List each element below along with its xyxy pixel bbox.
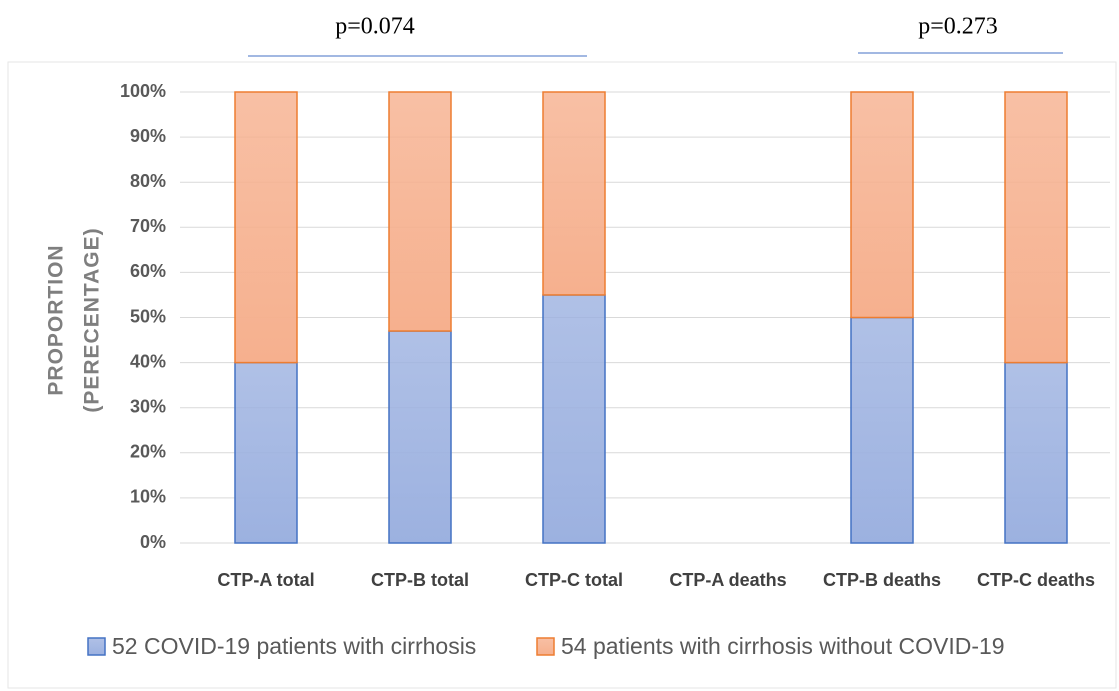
annotation: p=0.074 — [335, 14, 415, 40]
bar-segment — [1004, 91, 1068, 364]
x-tick-label: CTP-A deaths — [669, 570, 786, 590]
y-tick-label: 50% — [130, 306, 166, 326]
bar-segment — [850, 91, 914, 319]
bar-segment — [850, 316, 914, 544]
x-tick-label: CTP-C total — [525, 570, 623, 590]
legend-swatch — [87, 637, 106, 656]
y-tick-label: 80% — [130, 171, 166, 191]
legend-label: 52 COVID-19 patients with cirrhosis — [112, 633, 476, 659]
y-tick-label: 60% — [130, 261, 166, 281]
chart-frame — [7, 61, 1117, 689]
x-tick-label: CTP-B deaths — [823, 570, 941, 590]
y-tick-label: 30% — [130, 396, 166, 416]
y-tick-label: 40% — [130, 351, 166, 371]
x-tick-label: CTP-A total — [217, 570, 314, 590]
y-tick-label: 10% — [130, 487, 166, 507]
legend-swatch — [536, 637, 555, 656]
annotation: p=0.273 — [918, 14, 998, 40]
bar-segment — [1004, 361, 1068, 544]
x-tick-label: CTP-C deaths — [977, 570, 1095, 590]
y-tick-label: 100% — [120, 81, 166, 101]
bar-segment — [388, 91, 452, 332]
bar-segment — [234, 361, 298, 544]
y-tick-label: 20% — [130, 442, 166, 462]
bar-segment — [542, 91, 606, 296]
y-tick-label: 90% — [130, 126, 166, 146]
bar-segment — [542, 294, 606, 544]
bar-segment — [388, 330, 452, 544]
y-axis-label: (PERECENTAGE) — [81, 227, 104, 412]
legend-label: 54 patients with cirrhosis without COVID… — [561, 633, 1005, 659]
x-tick-label: CTP-B total — [371, 570, 469, 590]
bar-segment — [234, 91, 298, 364]
y-axis-label: PROPORTION — [45, 244, 68, 395]
y-tick-label: 0% — [140, 532, 166, 552]
y-tick-label: 70% — [130, 216, 166, 236]
